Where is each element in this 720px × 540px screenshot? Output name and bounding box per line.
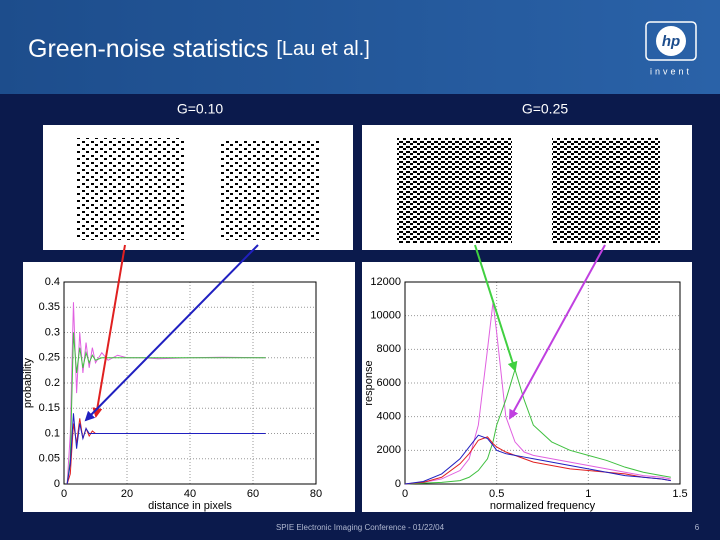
series-line [66,302,266,485]
citation: [Lau et al.] [276,38,369,60]
logo-circle [656,26,686,56]
y-tick-label: 0.1 [45,427,60,439]
panel-label: G=0.10 [177,101,224,117]
series-line [66,332,266,485]
halftone-image [220,140,320,240]
header-bar [0,0,720,94]
series-line [404,302,671,485]
x-axis-label: normalized frequency [490,500,596,512]
panel-label: G=0.25 [522,101,569,117]
y-axis-label: response [363,360,375,405]
y-tick-label: 0 [395,478,401,490]
slide-title: Green-noise statistics [Lau et al.] [28,35,370,63]
y-tick-label: 12000 [370,276,401,288]
x-tick-label: 20 [121,488,133,500]
arrow [84,244,259,422]
y-tick-label: 6000 [377,377,401,389]
logo-frame [645,21,697,61]
chart-panel [23,262,355,512]
y-tick-label: 10000 [370,310,401,322]
logo-mark: hp [662,33,680,50]
page-number: 6 [695,523,700,532]
x-tick-label: 40 [184,488,196,500]
y-tick-label: 0 [54,478,60,490]
y-tick-label: 0.3 [45,326,60,338]
y-tick-label: 2000 [377,444,401,456]
arrow [92,244,126,418]
y-tick-label: 0.35 [39,301,60,313]
plot-frame [404,281,681,485]
halftone-image [76,138,185,240]
y-tick-label: 0.2 [45,377,60,389]
footer-text: SPIE Electronic Imaging Conference - 01/… [276,523,445,532]
y-tick-label: 0.05 [39,453,60,465]
x-tick-label: 1.5 [672,488,687,500]
logo-text: invent [650,66,692,76]
y-tick-label: 8000 [377,343,401,355]
halftone-image [552,138,660,243]
y-tick-label: 0.25 [39,352,60,364]
x-tick-label: 0 [402,488,408,500]
y-tick-label: 0.4 [45,276,60,288]
halftone-image [397,138,512,243]
x-axis-label: distance in pixels [148,500,232,512]
series-line [66,413,266,485]
arrow [474,244,518,372]
title-text: Green-noise statistics [28,35,268,63]
plot-frame [63,281,317,485]
y-axis-label: probability [22,357,34,408]
y-tick-label: 4000 [377,411,401,423]
x-tick-label: 60 [247,488,259,500]
arrow [509,244,606,420]
charts: 0 0.05 0.1 0.15 0.2 0.25 0.3 0.35 0.4 0 20 40 60 80 di… [22,276,688,512]
series-line [404,434,671,485]
x-tick-label: 80 [310,488,322,500]
y-tick-label: 0.15 [39,402,60,414]
x-tick-label: 1 [585,488,591,500]
x-tick-label: 0 [61,488,67,500]
x-tick-label: 0.5 [489,488,504,500]
